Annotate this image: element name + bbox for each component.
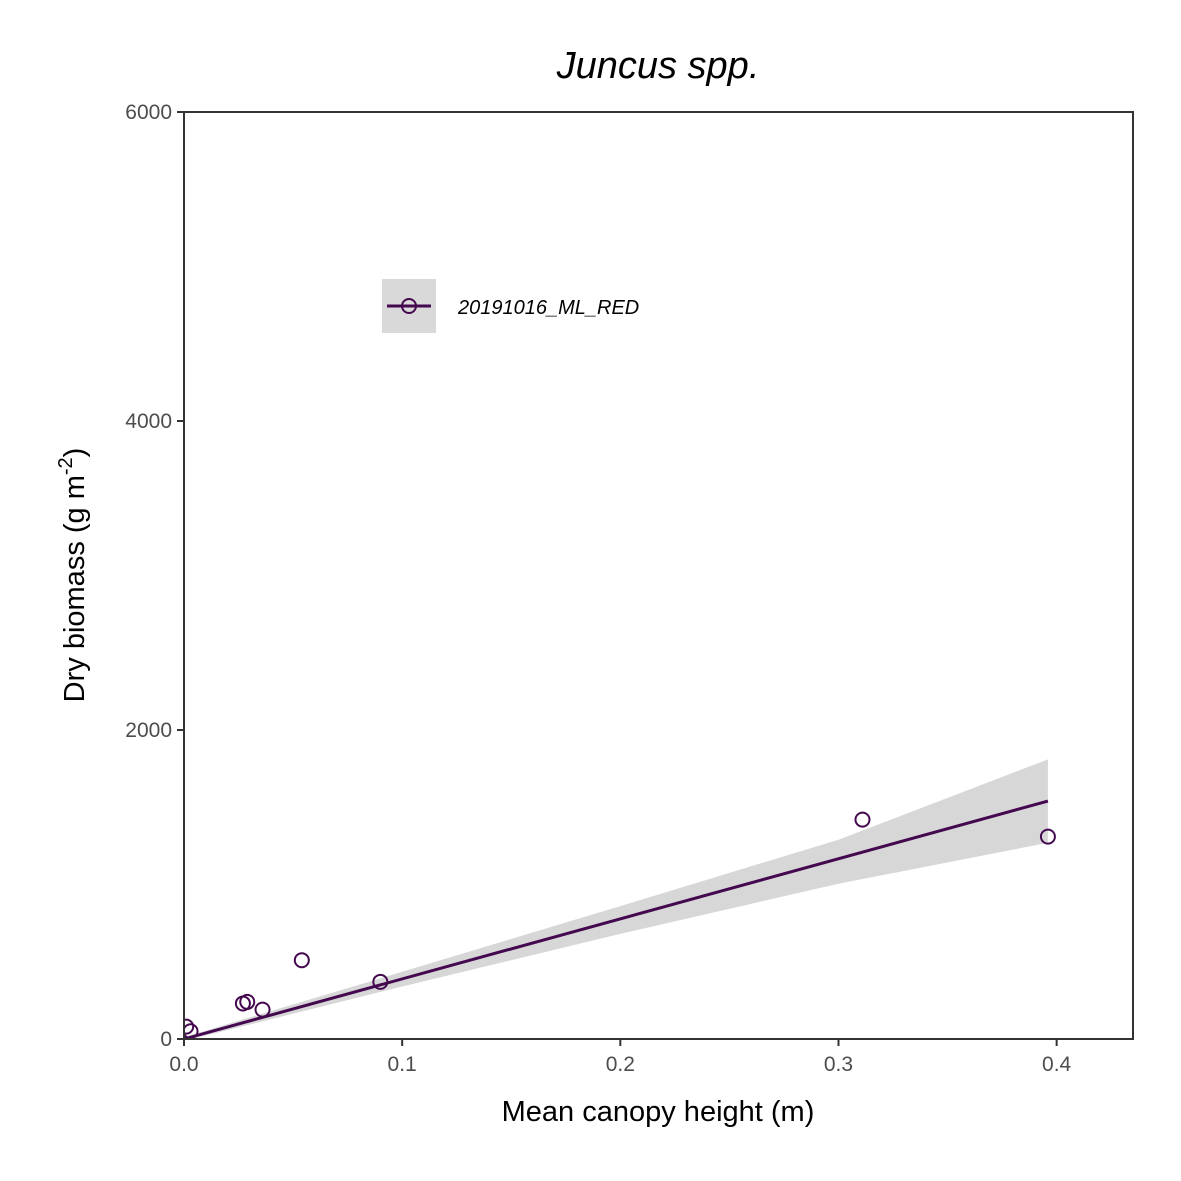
data-point [372,973,389,990]
chart-title: Juncus spp. [556,45,760,87]
y-tick-label: 0 [160,1028,172,1051]
legend-label: 20191016_ML_RED [457,297,639,319]
x-tick-label: 0.1 [388,1053,417,1076]
panel-border [183,111,1134,1040]
y-tick-label: 6000 [125,101,172,124]
data-point [293,952,310,969]
legend: 20191016_ML_RED [382,279,639,333]
legend-key-marker [401,298,417,314]
x-tick-label: 0.3 [824,1053,853,1076]
x-axis: 0.0 0.1 0.2 0.3 0.4 [169,1039,1072,1076]
x-tick-label: 0.4 [1042,1053,1072,1076]
y-axis-title-main: Dry biomass (g m [59,475,91,702]
data-point [854,811,871,828]
x-tick-label: 0.2 [606,1053,635,1076]
x-axis-title: Mean canopy height (m) [502,1096,815,1128]
data-point [239,993,256,1010]
data-point [254,1001,271,1018]
data-point [184,1018,195,1035]
y-axis-title-superscript: -2 [55,457,77,475]
plot-area [184,759,1056,1039]
y-tick-label: 4000 [125,410,172,433]
y-axis: 0 2000 4000 6000 [125,101,184,1051]
data-point [1039,828,1056,845]
y-axis-title: Dry biomass (g m-2) [55,448,91,703]
y-tick-label: 2000 [125,719,172,742]
fit-line [184,799,1049,1039]
confidence-band [184,759,1048,1039]
x-tick-label: 0.0 [169,1053,198,1076]
y-axis-title-suffix: ) [59,448,91,458]
